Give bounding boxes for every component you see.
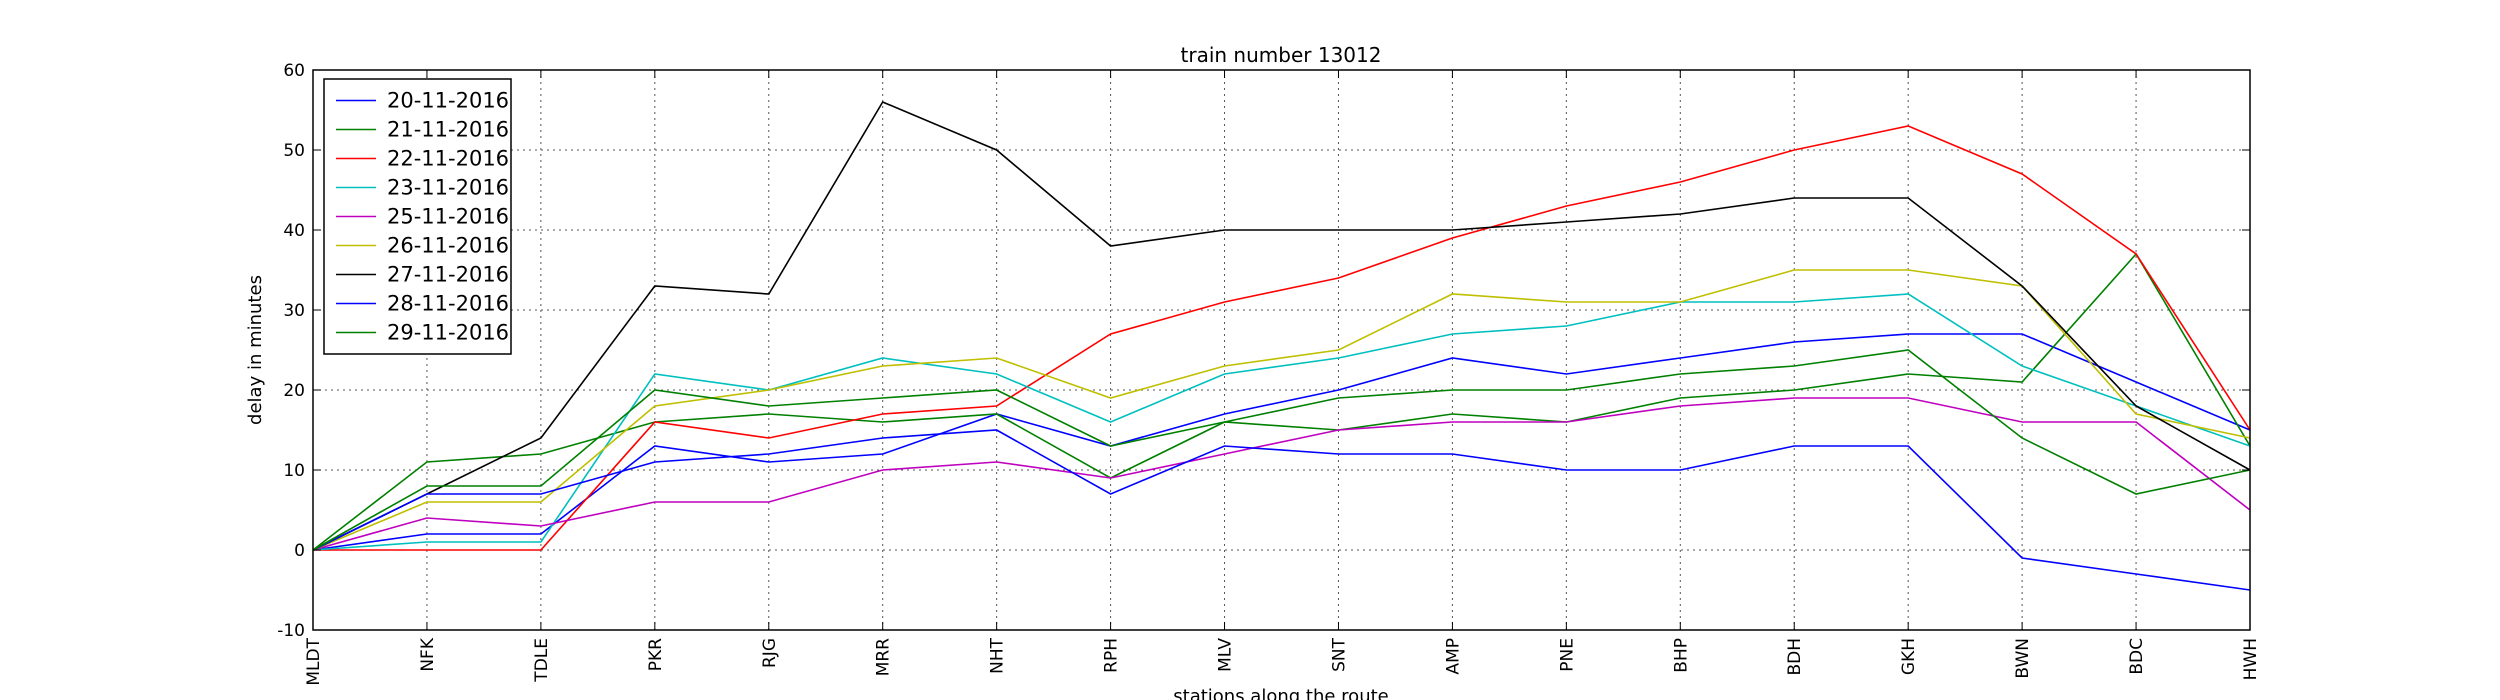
legend-label: 21-11-2016: [387, 118, 509, 142]
x-tick-label: SNT: [1329, 637, 1349, 672]
x-tick-label: NFK: [418, 637, 438, 671]
x-tick-label: MRR: [874, 638, 894, 676]
series-line: [312, 397, 2251, 551]
x-tick-label: BDC: [2127, 638, 2147, 675]
legend-label: 20-11-2016: [387, 89, 509, 113]
y-tick-label: 60: [283, 61, 305, 81]
x-tick-label: RPH: [1102, 638, 1122, 673]
x-tick-label: PNE: [1557, 638, 1577, 672]
y-tick-label: 50: [283, 141, 305, 161]
x-tick-label: BDH: [1785, 638, 1805, 676]
y-tick-label: 40: [283, 221, 305, 241]
y-tick-label: 30: [283, 301, 305, 321]
x-tick-label: BHP: [1671, 638, 1691, 673]
series-line: [312, 252, 2251, 551]
plot-area-frame: [312, 69, 2251, 631]
x-tick-label: MLV: [1216, 638, 1236, 672]
series-line: [312, 349, 2251, 551]
x-tick-label: BWN: [2013, 638, 2033, 679]
x-tick-label: MLDT: [304, 637, 324, 685]
x-tick-label: GKH: [1899, 638, 1919, 675]
series-line: [312, 293, 2251, 551]
x-tick-label: NHT: [988, 637, 1008, 674]
legend-label: 26-11-2016: [387, 234, 509, 258]
y-tick-label: 0: [294, 541, 305, 561]
x-tick-label: TDLE: [532, 638, 552, 683]
legend-label: 29-11-2016: [387, 321, 509, 345]
legend-label: 28-11-2016: [387, 292, 509, 316]
legend-label: 23-11-2016: [387, 176, 509, 200]
chart-title: train number 13012: [1181, 43, 1382, 67]
x-tick-label: HWH: [2241, 638, 2261, 680]
y-tick-label: 10: [283, 461, 305, 481]
grid-lines: [313, 70, 2250, 630]
axis-ticks: -10 0 10 20 30 40 50 60 MLDT NFK TDLE PKR RJG MRR NHT R…: [277, 61, 2261, 686]
x-tick-label: PKR: [646, 638, 666, 671]
legend-label: 25-11-2016: [387, 205, 509, 229]
series-line: [312, 429, 2251, 591]
series-lines: [312, 100, 2251, 591]
series-line: [312, 333, 2251, 551]
x-tick-label: RJG: [760, 638, 780, 668]
legend: 20-11-2016 21-11-2016 22-11-2016 23-11-2016…: [323, 78, 512, 355]
y-axis-label: delay in minutes: [245, 275, 266, 425]
series-line: [312, 269, 2251, 551]
y-tick-label: 20: [283, 381, 305, 401]
series-line: [313, 125, 2251, 551]
legend-label: 27-11-2016: [387, 263, 509, 287]
legend-label: 22-11-2016: [387, 147, 509, 171]
series-line: [312, 100, 2251, 551]
y-tick-label: -10: [277, 621, 305, 641]
x-axis-label: stations along the route: [1173, 686, 1388, 700]
x-tick-label: AMP: [1443, 638, 1463, 675]
